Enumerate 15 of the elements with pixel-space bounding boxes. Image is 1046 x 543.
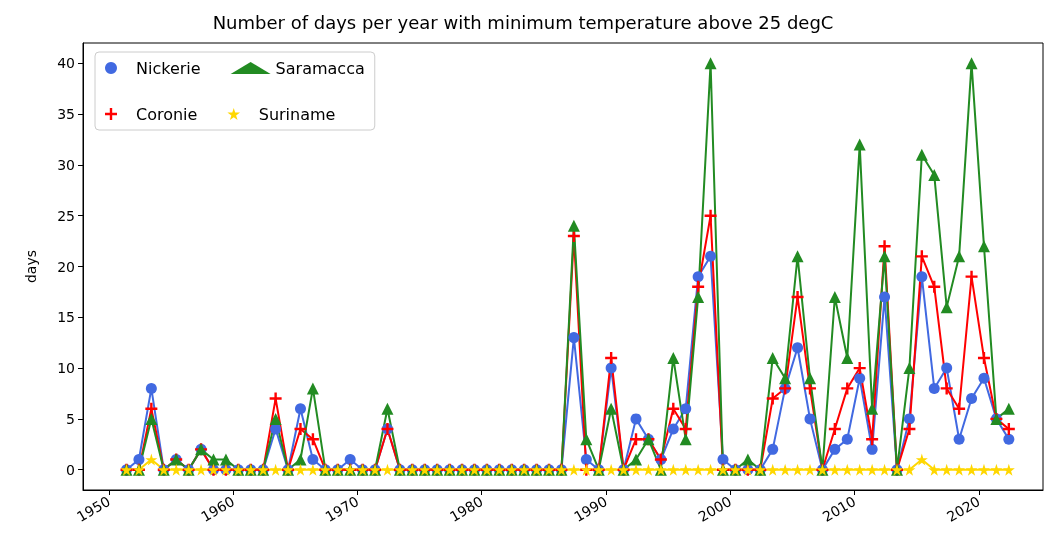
legend-label: Nickerie [136,58,201,78]
y-tick-label: 0 [66,461,75,478]
y-tick-label: 10 [57,360,75,377]
y-tick-label: 40 [57,55,75,72]
y-tick-label: 30 [57,156,75,173]
y-tick-label: 15 [57,309,75,326]
y-tick-label: 25 [57,207,75,224]
y-tick-label: 20 [57,258,75,275]
legend-label: Suriname [258,104,336,124]
legend-label: Saramacca [275,58,365,78]
legend-label: Coronie [136,104,198,124]
y-axis-title: days [23,249,39,284]
y-tick-label: 5 [66,410,75,427]
chart-title: Number of days per year with minimum temperature above 25 degC [212,11,834,33]
y-tick-label: 35 [57,106,75,123]
